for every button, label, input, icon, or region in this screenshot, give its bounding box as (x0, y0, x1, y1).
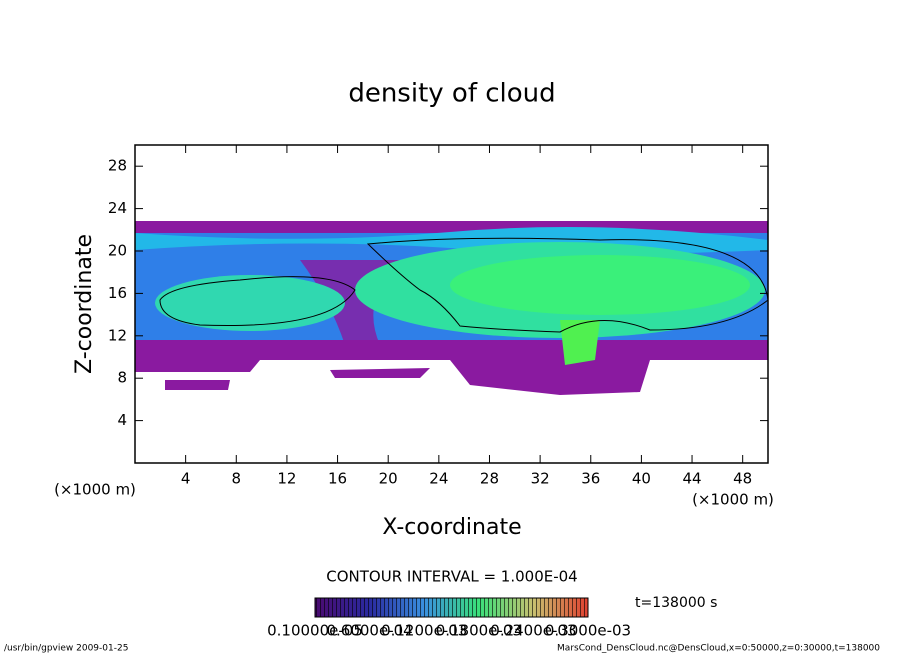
x-unit: (×1000 m) (54, 481, 136, 499)
y-tick-label: 20 (108, 242, 127, 260)
y-axis-label: Z-coordinate (72, 234, 97, 374)
x-tick-label: 36 (581, 470, 600, 488)
x-tick-label: 4 (181, 470, 191, 488)
y-tick-label: 28 (108, 157, 127, 175)
y-tick-label: 16 (108, 284, 127, 302)
y-tick-label: 24 (108, 199, 127, 217)
colorbar-frame (314, 597, 589, 618)
plot-frame (134, 144, 769, 464)
x-tick-label: 8 (232, 470, 242, 488)
y-tick-label: 4 (117, 411, 127, 429)
contour-interval: CONTOUR INTERVAL = 1.000E-04 (326, 568, 577, 586)
x-tick-label: 24 (429, 470, 448, 488)
x-tick-label: 16 (328, 470, 347, 488)
x-tick-label: 48 (733, 470, 752, 488)
x-tick-label: 20 (379, 470, 398, 488)
footer-left: /usr/bin/gpview 2009-01-25 (4, 644, 128, 654)
y-tick-label: 8 (117, 369, 127, 387)
colorbar-label: 0.6000e-04 (326, 622, 412, 640)
field (135, 221, 768, 395)
x-axis-label: X-coordinate (382, 515, 521, 540)
x-tick-label: 44 (682, 470, 701, 488)
colorbar-label: 0.1800e-03 (436, 622, 522, 640)
colorbar-label: 0.2400e-03 (490, 622, 576, 640)
x-tick-label: 40 (632, 470, 651, 488)
chart-title: density of cloud (348, 79, 555, 109)
colorbar-label: 0.1200e-03 (381, 622, 467, 640)
time-label: t=138000 s (635, 595, 717, 611)
y-tick-label: 12 (108, 326, 127, 344)
colorbar-label: 0.3000e-03 (545, 622, 631, 640)
x-tick-label: 28 (480, 470, 499, 488)
footer-right: MarsCond_DensCloud.nc@DensCloud,x=0:5000… (557, 644, 880, 654)
x-tick-label: 12 (277, 470, 296, 488)
x-tick-label: 32 (531, 470, 550, 488)
y-unit: (×1000 m) (692, 491, 774, 509)
colorbar-label: 0.10000e-05 (267, 622, 363, 640)
